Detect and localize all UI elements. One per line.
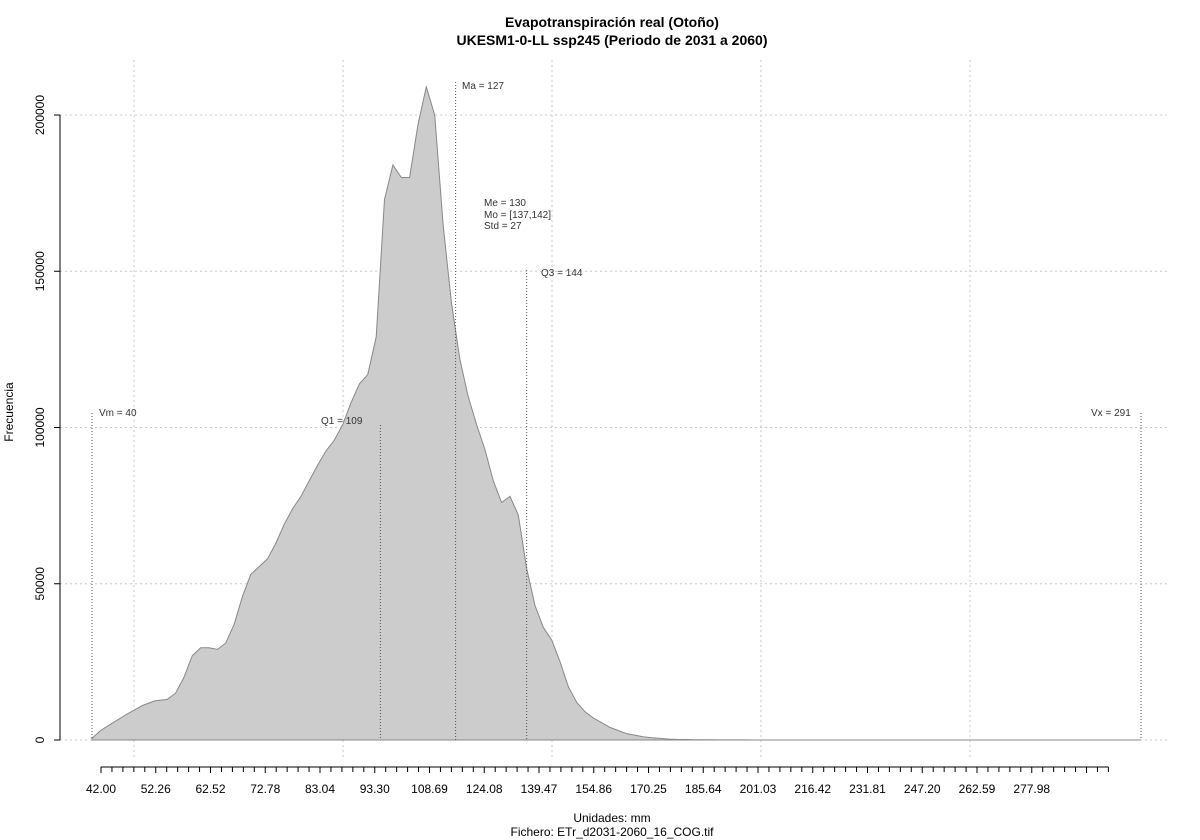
x-tick-label: 216.42 xyxy=(794,782,831,796)
x-tick-label: 247.20 xyxy=(904,782,941,796)
grid-lines xyxy=(60,60,1170,760)
x-tick-label: 62.52 xyxy=(195,782,225,796)
x-tick-label: 231.81 xyxy=(849,782,886,796)
x-axis: 42.00 52.26 62.52 72.78 83.04 93.30 108.69 124.… xyxy=(86,766,1109,796)
y-tick-label: 50000 xyxy=(33,567,47,601)
x-tick-label: 42.00 xyxy=(86,782,116,796)
x-tick-label: 201.03 xyxy=(740,782,777,796)
x-tick-label: 124.08 xyxy=(466,782,503,796)
annotation-std: Std = 27 xyxy=(484,221,522,232)
y-tick-label: 100000 xyxy=(33,407,47,447)
x-tick-label: 185.64 xyxy=(685,782,722,796)
x-tick-label: 83.04 xyxy=(305,782,335,796)
y-axis: 0 50000 100000 150000 200000 xyxy=(33,95,61,743)
x-tick-label: 154.86 xyxy=(575,782,612,796)
density-area xyxy=(91,84,1141,741)
x-tick-label: 277.98 xyxy=(1013,782,1050,796)
y-tick-label: 0 xyxy=(33,736,47,743)
chart-title: Evapotranspiración real (Otoño) xyxy=(505,14,719,30)
chart-subtitle: UKESM1-0-LL ssp245 (Periodo de 2031 a 20… xyxy=(457,32,768,48)
annotation-vm: Vm = 40 xyxy=(99,408,137,419)
x-tick-label: 93.30 xyxy=(360,782,390,796)
x-tick-label: 52.26 xyxy=(141,782,171,796)
y-tick-label: 200000 xyxy=(33,95,47,135)
x-tick-label: 262.59 xyxy=(959,782,996,796)
x-tick-label: 170.25 xyxy=(630,782,667,796)
x-axis-title: Unidades: mm xyxy=(573,811,650,825)
file-caption: Fichero: ETr_d2031-2060_16_COG.tif xyxy=(511,825,715,839)
annotation-mo: Mo = [137,142] xyxy=(484,210,551,221)
annotation-q1: Q1 = 109 xyxy=(321,416,363,427)
x-tick-label: 139.47 xyxy=(521,782,558,796)
annotation-ma: Ma = 127 xyxy=(462,81,504,92)
annotation-me: Me = 130 xyxy=(484,198,526,209)
annotation-vx: Vx = 291 xyxy=(1091,408,1131,419)
stat-marker-lines xyxy=(91,82,1142,740)
y-tick-label: 150000 xyxy=(33,251,47,291)
x-tick-label: 108.69 xyxy=(411,782,448,796)
annotation-q3: Q3 = 144 xyxy=(541,268,583,279)
x-tick-label: 72.78 xyxy=(250,782,280,796)
y-axis-title: Frecuencia xyxy=(2,382,16,442)
